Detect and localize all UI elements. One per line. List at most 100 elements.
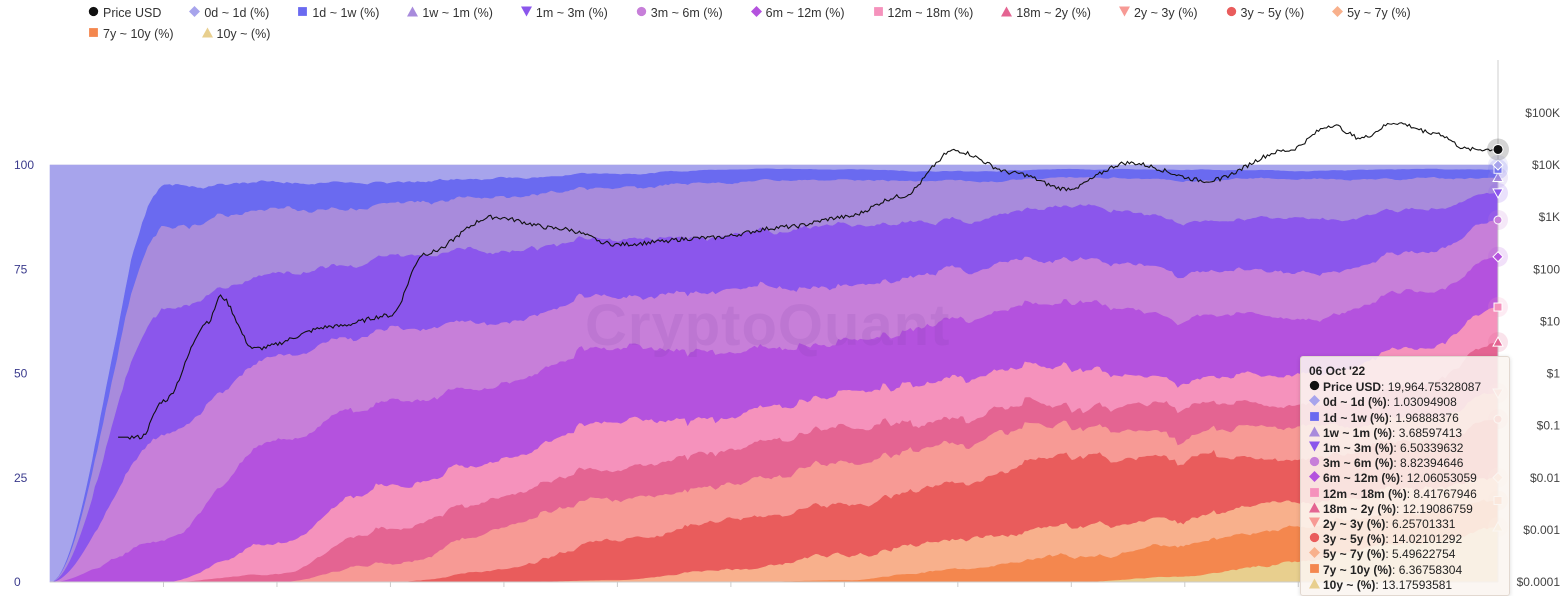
tooltip-row: 6m ~ 12m (%): 12.06053059: [1309, 471, 1501, 486]
tooltip-row-value: 6.50339632: [1400, 441, 1464, 456]
tooltip-row-colon: :: [1381, 380, 1388, 395]
right-tick-label: $100K: [1525, 106, 1560, 120]
legend-item[interactable]: 5y ~ 7y (%): [1332, 4, 1411, 21]
tooltip-row-label: 7y ~ 10y (%): [1323, 562, 1393, 577]
tooltip-row: 12m ~ 18m (%): 8.41767946: [1309, 487, 1501, 502]
chart-legend: Price USD 0d ~ 1d (%) 1d ~ 1w (%) 1w ~ 1m (…: [88, 4, 1528, 42]
tooltip-row-colon: :: [1406, 486, 1414, 501]
legend-item[interactable]: Price USD: [88, 4, 161, 21]
tooltip-row-value: 5.49622754: [1392, 547, 1456, 562]
tooltip-marker-square-icon: [1309, 411, 1323, 426]
tooltip-row-colon: :: [1375, 577, 1383, 592]
legend-label: 10y ~ (%): [216, 26, 271, 41]
tooltip-row-value: 6.25701331: [1392, 517, 1456, 532]
legend-label: 5y ~ 7y (%): [1347, 5, 1411, 20]
tooltip-row: 2y ~ 3y (%): 6.25701331: [1309, 517, 1501, 532]
right-tick-label: $10: [1540, 314, 1560, 328]
legend-marker-triangle-icon: [201, 27, 217, 41]
tooltip-row-colon: :: [1400, 471, 1407, 486]
tooltip-row-value: 12.19086759: [1402, 501, 1473, 516]
tooltip-row-label: 0d ~ 1d (%): [1323, 395, 1387, 410]
tooltip-marker-triangle-down-icon: [1309, 441, 1323, 456]
legend-item[interactable]: 1d ~ 1w (%): [297, 4, 379, 21]
tooltip-row-label: 12m ~ 18m (%): [1323, 486, 1407, 501]
legend-item[interactable]: 3y ~ 5y (%): [1226, 4, 1305, 21]
marker-diamond-icon: [1492, 251, 1504, 263]
legend-marker-circle-icon: [88, 6, 103, 20]
legend-label: 1w ~ 1m (%): [422, 5, 493, 20]
tooltip-row-colon: :: [1385, 517, 1393, 532]
left-tick-label: 75: [14, 262, 28, 276]
legend-label: 1d ~ 1w (%): [312, 5, 380, 20]
left-tick-label: 100: [14, 158, 34, 172]
tooltip-row: 3m ~ 6m (%): 8.82394646: [1309, 456, 1501, 471]
legend-item[interactable]: 2y ~ 3y (%): [1118, 4, 1198, 21]
marker-circle-icon: [1493, 215, 1503, 225]
legend-marker-diamond-icon: [750, 5, 766, 20]
tooltip-row-value: 13.17593581: [1382, 577, 1453, 592]
left-tick-label: 50: [14, 367, 28, 381]
tooltip-row: 3y ~ 5y (%): 14.02101292: [1309, 532, 1501, 547]
tooltip-row-colon: :: [1396, 501, 1403, 516]
tooltip-marker-triangle-icon: [1309, 502, 1323, 517]
tooltip-row: Price USD: 19,964.75328087: [1309, 380, 1501, 395]
tooltip-row-colon: :: [1393, 456, 1401, 471]
right-tick-label: $10K: [1532, 158, 1560, 172]
legend-marker-square-icon: [873, 6, 888, 20]
legend-item[interactable]: 18m ~ 2y (%): [1001, 4, 1091, 21]
tooltip-row-value: 6.36758304: [1398, 562, 1463, 577]
legend-item[interactable]: 12m ~ 18m (%): [873, 4, 973, 21]
legend-label: 0d ~ 1d (%): [204, 5, 270, 20]
tooltip-row-colon: :: [1388, 410, 1396, 425]
tooltip-row-colon: :: [1385, 532, 1393, 547]
tooltip-marker-diamond-icon: [1309, 471, 1323, 486]
price-line-group: [118, 122, 1498, 440]
right-tick-label: $0.1: [1537, 419, 1561, 433]
legend-marker-diamond-icon: [189, 5, 204, 20]
tooltip-row-colon: :: [1393, 441, 1401, 456]
watermark: CryptoQuant: [585, 293, 950, 358]
legend-marker-square-icon: [297, 6, 312, 20]
tooltip-row-colon: :: [1385, 547, 1393, 562]
tooltip-marker-diamond-icon: [1309, 547, 1323, 562]
tooltip-row-label: 2y ~ 3y (%): [1323, 517, 1386, 532]
tooltip-row-label: 1m ~ 3m (%): [1323, 441, 1394, 456]
tooltip-row-label: 18m ~ 2y (%): [1323, 501, 1397, 516]
tooltip-row-label: 5y ~ 7y (%): [1323, 547, 1386, 562]
price-marker-circle-icon: [1492, 143, 1504, 155]
tooltip-row: 1m ~ 3m (%): 6.50339632: [1309, 441, 1501, 456]
tooltip-row-value: 1.96888376: [1395, 410, 1459, 425]
legend-item[interactable]: 3m ~ 6m (%): [636, 4, 723, 21]
right-tick-label: $0.001: [1523, 523, 1560, 537]
right-tick-label: $1K: [1539, 210, 1560, 224]
legend-item[interactable]: 1m ~ 3m (%): [520, 4, 608, 21]
tooltip-marker-circle-icon: [1309, 532, 1323, 547]
price-usd-line[interactable]: [118, 122, 1498, 440]
marker-triangle-icon: [1492, 171, 1504, 183]
tooltip-row-label: 1d ~ 1w (%): [1323, 410, 1389, 425]
right-tick-label: $0.01: [1530, 471, 1560, 485]
legend-item[interactable]: 0d ~ 1d (%): [189, 4, 269, 21]
tooltip-row: 0d ~ 1d (%): 1.03094908: [1309, 395, 1501, 410]
legend-label: 3y ~ 5y (%): [1240, 5, 1305, 20]
marker-square-icon: [1493, 302, 1503, 312]
tooltip-row-value: 14.02101292: [1392, 532, 1463, 547]
legend-item[interactable]: 6m ~ 12m (%): [750, 4, 845, 21]
legend-item[interactable]: 10y ~ (%): [201, 25, 271, 42]
tooltip-date: 06 Oct '22: [1309, 364, 1366, 378]
tooltip-row: 7y ~ 10y (%): 6.36758304: [1309, 563, 1501, 578]
tooltip-row-label: Price USD: [1323, 380, 1382, 395]
tooltip-row: 18m ~ 2y (%): 12.19086759: [1309, 502, 1501, 517]
tooltip-marker-square-icon: [1309, 487, 1323, 502]
legend-marker-triangle-down-icon: [1118, 6, 1134, 20]
legend-label: Price USD: [103, 5, 162, 20]
legend-item[interactable]: 1w ~ 1m (%): [407, 4, 493, 21]
tooltip-row-value: 19,964.75328087: [1387, 380, 1482, 395]
tooltip-row-value: 8.82394646: [1400, 456, 1464, 471]
legend-label: 3m ~ 6m (%): [650, 5, 723, 20]
tooltip-row-colon: :: [1386, 395, 1394, 410]
legend-marker-triangle-icon: [407, 6, 422, 20]
legend-item[interactable]: 7y ~ 10y (%): [88, 25, 174, 42]
marker-triangle-down-icon: [1492, 188, 1504, 199]
